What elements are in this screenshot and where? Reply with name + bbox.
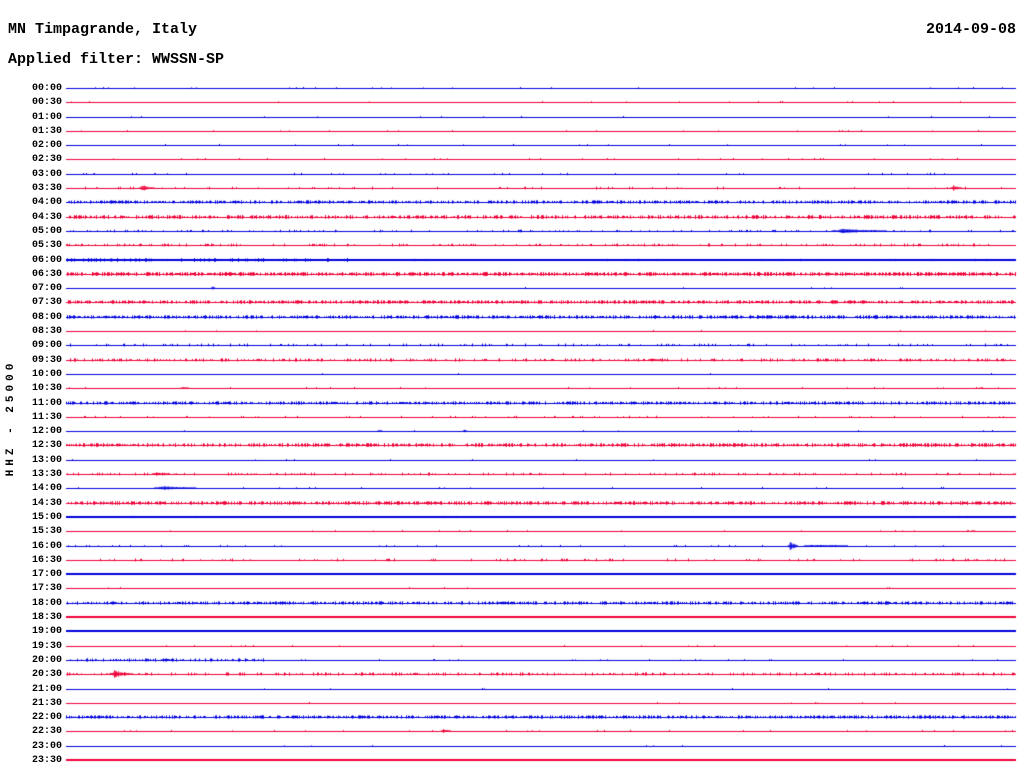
seismogram-traces xyxy=(0,0,1024,780)
helicorder-page: MN Timpagrande, Italy 2014-09-08 Applied… xyxy=(0,0,1024,780)
